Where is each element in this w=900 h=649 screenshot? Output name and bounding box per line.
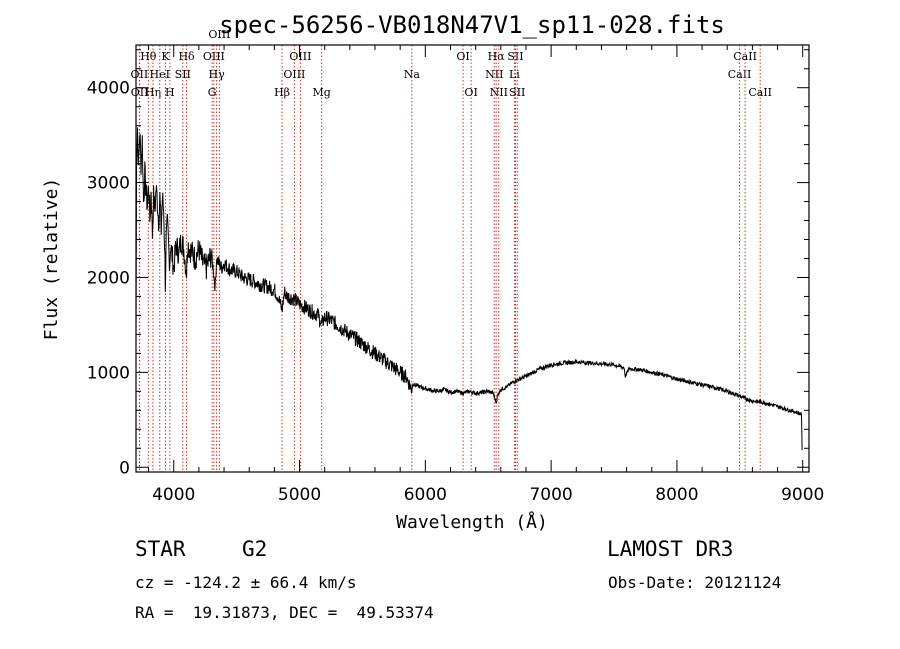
chart-title: spec-56256-VB018N47V1_sp11-028.fits bbox=[219, 11, 725, 39]
line-label: CaII bbox=[748, 86, 772, 99]
line-label: OIII bbox=[289, 50, 311, 63]
line-label: OII bbox=[131, 86, 149, 99]
line-label: Li bbox=[509, 68, 520, 81]
line-label: Na bbox=[404, 68, 421, 81]
axes: 4000 5000 6000 7000 8000 9000 0 1000 2000 3000 400… bbox=[87, 45, 824, 505]
line-label: CaII bbox=[733, 50, 757, 63]
line-label: Hγ bbox=[209, 68, 226, 81]
survey-name: LAMOST DR3 bbox=[607, 537, 734, 561]
line-label: NII bbox=[490, 86, 508, 99]
line-label: HeI bbox=[150, 68, 170, 81]
x-axis-label: Wavelength (Å) bbox=[396, 511, 548, 533]
sky-coordinates: RA = 19.31873, DEC = 49.53374 bbox=[135, 603, 434, 622]
x-tick-label: 7000 bbox=[529, 485, 572, 505]
x-tick-label: 6000 bbox=[404, 485, 447, 505]
object-subclass: G2 bbox=[242, 537, 268, 561]
line-label: Hθ bbox=[140, 50, 157, 63]
redshift-velocity: cz = -124.2 ± 66.4 km/s bbox=[135, 573, 357, 592]
series-flux bbox=[135, 127, 803, 451]
line-label: OIII bbox=[203, 50, 225, 63]
x-tick-label: 8000 bbox=[655, 485, 698, 505]
y-axis-label: Flux (relative) bbox=[41, 178, 62, 341]
line-label: CaII bbox=[728, 68, 752, 81]
line-label: SII bbox=[507, 50, 523, 63]
x-tick-label: 9000 bbox=[781, 485, 824, 505]
line-label: Hη bbox=[145, 86, 161, 99]
x-tick-label: 5000 bbox=[278, 485, 321, 505]
line-label: G bbox=[208, 86, 217, 99]
y-tick-label: 1000 bbox=[87, 363, 130, 383]
line-label: Hβ bbox=[274, 86, 290, 99]
y-tick-label: 3000 bbox=[87, 174, 130, 194]
line-label: NII bbox=[485, 68, 503, 81]
flux-series bbox=[135, 127, 803, 451]
line-label: OIII bbox=[283, 68, 305, 81]
plot-frame bbox=[135, 44, 810, 473]
line-label: OI bbox=[456, 50, 469, 63]
object-class: STAR bbox=[135, 537, 186, 561]
line-label: SII bbox=[509, 86, 525, 99]
line-label: Hδ bbox=[178, 50, 195, 63]
line-label: Mg bbox=[313, 86, 331, 99]
line-label: SII bbox=[175, 68, 191, 81]
y-tick-label: 0 bbox=[119, 458, 130, 478]
y-tick-label: 2000 bbox=[87, 268, 130, 288]
line-label: OI bbox=[464, 86, 477, 99]
x-tick-label: 4000 bbox=[152, 485, 195, 505]
line-label: H bbox=[165, 86, 175, 99]
observation-date: Obs-Date: 20121124 bbox=[608, 573, 782, 592]
y-tick-label: 4000 bbox=[87, 79, 130, 99]
line-label: OIII bbox=[208, 28, 230, 41]
line-label: Hα bbox=[488, 50, 506, 63]
line-label: K bbox=[161, 50, 170, 63]
